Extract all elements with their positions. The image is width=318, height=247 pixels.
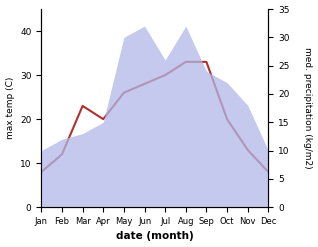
Y-axis label: max temp (C): max temp (C) [5, 77, 15, 139]
X-axis label: date (month): date (month) [116, 231, 194, 242]
Y-axis label: med. precipitation (kg/m2): med. precipitation (kg/m2) [303, 47, 313, 169]
